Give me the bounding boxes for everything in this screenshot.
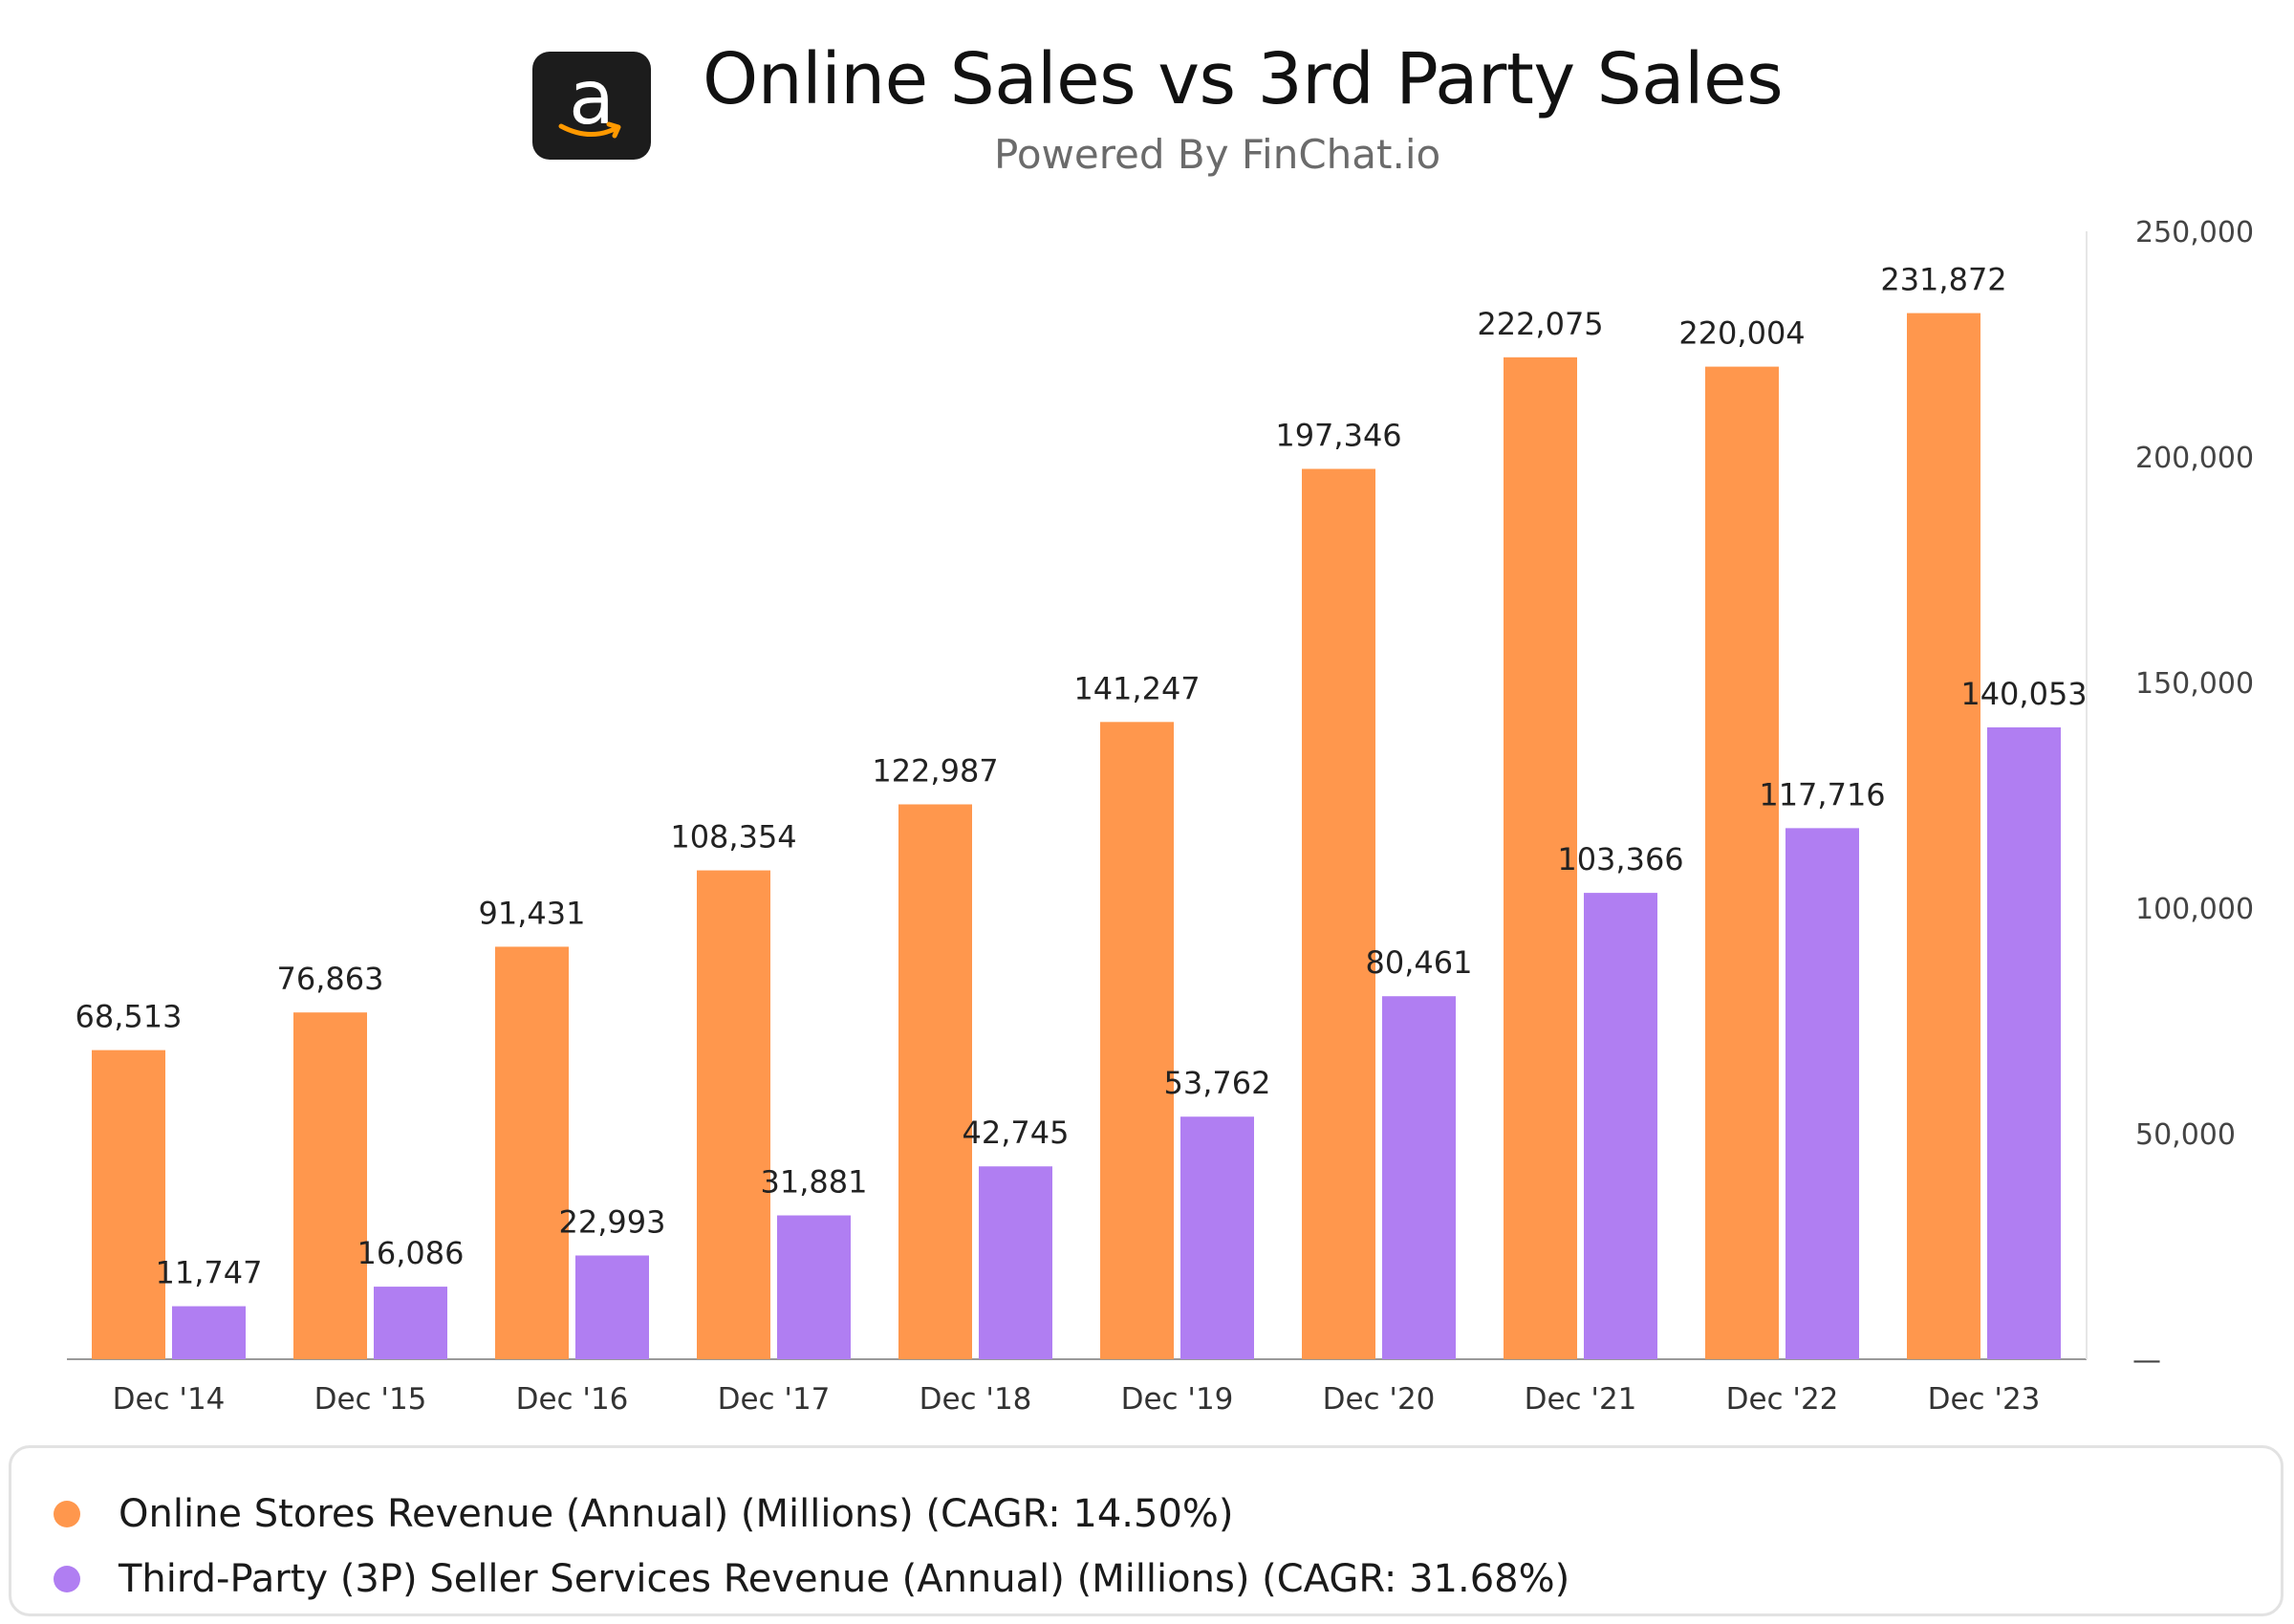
data-label-online-stores: 220,004 bbox=[1678, 315, 1805, 352]
data-label-online-stores: 76,863 bbox=[277, 961, 384, 997]
legend-item-third-party: Third-Party (3P) Seller Services Revenue… bbox=[11, 1550, 2210, 1608]
legend-label-online-stores: Online Stores Revenue (Annual) (Millions… bbox=[119, 1492, 1234, 1536]
x-tick-label: Dec '17 bbox=[718, 1382, 831, 1417]
data-label-online-stores: 141,247 bbox=[1073, 670, 1200, 706]
data-label-third-party: 53,762 bbox=[1164, 1065, 1271, 1101]
data-label-online-stores: 91,431 bbox=[479, 895, 586, 931]
bar-third-party-dec-16 bbox=[575, 1255, 649, 1359]
logo-letter: a bbox=[569, 55, 615, 141]
x-tick-label: Dec '20 bbox=[1323, 1382, 1436, 1417]
x-tick-label: Dec '16 bbox=[516, 1382, 629, 1417]
y-tick-label: 50,000 bbox=[2135, 1118, 2236, 1152]
y-tick-label: — bbox=[2132, 1344, 2161, 1377]
bar-online-stores-dec-19 bbox=[1100, 722, 1174, 1359]
y-tick-label: 100,000 bbox=[2135, 893, 2254, 926]
data-label-third-party: 22,993 bbox=[559, 1203, 666, 1240]
bar-online-stores-dec-17 bbox=[697, 870, 770, 1359]
data-label-third-party: 80,461 bbox=[1366, 944, 1473, 981]
chart-title: Online Sales vs 3rd Party Sales bbox=[703, 38, 1784, 120]
data-label-third-party: 117,716 bbox=[1759, 776, 1885, 812]
x-tick-label: Dec '23 bbox=[1928, 1382, 2041, 1417]
data-label-third-party: 140,053 bbox=[1960, 676, 2087, 712]
y-tick-label: 250,000 bbox=[2135, 216, 2254, 249]
data-label-online-stores: 108,354 bbox=[670, 819, 796, 855]
bar-online-stores-dec-21 bbox=[1504, 357, 1577, 1359]
data-label-third-party: 42,745 bbox=[963, 1115, 1070, 1151]
bar-online-stores-dec-15 bbox=[293, 1012, 367, 1359]
data-label-third-party: 103,366 bbox=[1557, 841, 1683, 877]
bar-online-stores-dec-22 bbox=[1705, 366, 1779, 1360]
amazon-logo-icon: a bbox=[532, 52, 651, 160]
bar-third-party-dec-15 bbox=[374, 1287, 447, 1359]
data-label-online-stores: 231,872 bbox=[1880, 262, 2006, 298]
legend-label-third-party: Third-Party (3P) Seller Services Revenue… bbox=[119, 1557, 1570, 1601]
bar-online-stores-dec-18 bbox=[898, 804, 972, 1359]
bar-third-party-dec-21 bbox=[1584, 893, 1657, 1359]
data-label-online-stores: 68,513 bbox=[76, 999, 183, 1035]
bar-third-party-dec-20 bbox=[1382, 996, 1456, 1359]
x-tick-label: Dec '19 bbox=[1121, 1382, 1234, 1417]
bar-online-stores-dec-14 bbox=[92, 1050, 165, 1359]
x-tick-label: Dec '21 bbox=[1525, 1382, 1637, 1417]
legend-swatch-third-party bbox=[54, 1566, 80, 1592]
data-label-online-stores: 122,987 bbox=[872, 753, 998, 790]
bar-online-stores-dec-23 bbox=[1907, 313, 1980, 1359]
bar-online-stores-dec-16 bbox=[495, 946, 569, 1359]
smile-arrow-icon bbox=[558, 121, 621, 139]
bar-third-party-dec-14 bbox=[172, 1306, 246, 1359]
x-tick-label: Dec '15 bbox=[314, 1382, 427, 1417]
data-label-third-party: 16,086 bbox=[357, 1235, 465, 1271]
data-label-online-stores: 222,075 bbox=[1477, 306, 1603, 342]
chart-header: a Online Sales vs 3rd Party Sales Powere… bbox=[0, 0, 2294, 191]
bar-third-party-dec-18 bbox=[979, 1166, 1052, 1359]
y-tick-label: 150,000 bbox=[2135, 667, 2254, 701]
chart-subtitle: Powered By FinChat.io bbox=[994, 131, 1441, 178]
bar-third-party-dec-22 bbox=[1785, 828, 1859, 1359]
legend-item-online-stores: Online Stores Revenue (Annual) (Millions… bbox=[11, 1485, 2210, 1543]
bar-third-party-dec-17 bbox=[777, 1215, 851, 1359]
legend-swatch-online-stores bbox=[54, 1501, 80, 1527]
chart-legend: Online Stores Revenue (Annual) (Millions… bbox=[9, 1445, 2283, 1616]
data-label-third-party: 11,747 bbox=[156, 1255, 263, 1291]
data-label-third-party: 31,881 bbox=[761, 1164, 868, 1201]
data-label-online-stores: 197,346 bbox=[1275, 418, 1401, 454]
x-tick-label: Dec '22 bbox=[1726, 1382, 1839, 1417]
bar-chart: — 50,000 100,000 150,000 200,000 250,000 68,51… bbox=[67, 216, 2254, 1417]
bar-third-party-dec-19 bbox=[1180, 1116, 1254, 1359]
y-tick-label: 200,000 bbox=[2135, 442, 2254, 475]
x-tick-label: Dec '18 bbox=[920, 1382, 1032, 1417]
bar-third-party-dec-23 bbox=[1987, 726, 2061, 1359]
bar-online-stores-dec-20 bbox=[1302, 468, 1375, 1360]
x-tick-label: Dec '14 bbox=[113, 1382, 226, 1417]
